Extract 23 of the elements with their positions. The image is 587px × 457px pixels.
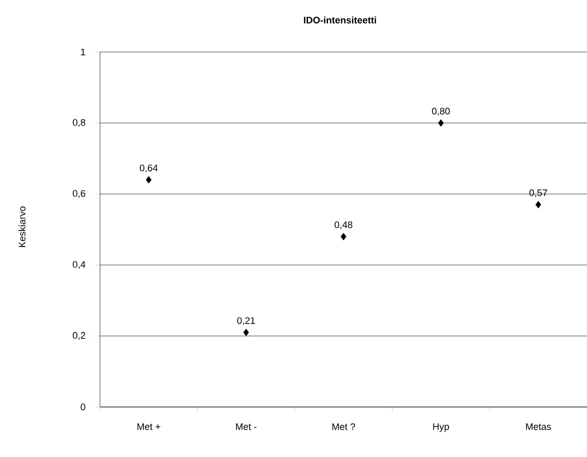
chart-title: IDO-intensiteetti	[304, 16, 376, 24]
y-tick-label: 0,4	[72, 261, 86, 269]
data-label: 0,21	[237, 317, 255, 326]
y-tick-label: 0,2	[72, 332, 86, 340]
point	[243, 328, 249, 336]
x-tick-label: Met ?	[332, 423, 356, 430]
x-tick-label: Hyp	[433, 423, 449, 432]
x-tick-label: Met +	[137, 423, 160, 430]
y-axis-title: Keskiarvo	[18, 206, 26, 248]
y-tick-label: 0,8	[72, 119, 86, 127]
point	[146, 176, 152, 184]
y-tick-label: 1	[81, 48, 86, 56]
data-label: 0,48	[334, 221, 352, 230]
data-label: 0,80	[432, 108, 450, 116]
data-label: 0,57	[529, 189, 548, 198]
y-tick-label: 0	[80, 404, 86, 410]
point	[535, 200, 542, 208]
point	[438, 119, 444, 127]
x-tick-label: Met -	[236, 423, 256, 430]
x-tick-label: Metas	[526, 423, 551, 430]
y-tick-label: 0,6	[72, 190, 86, 198]
data-label: 0,64	[140, 164, 158, 172]
point	[340, 232, 346, 240]
